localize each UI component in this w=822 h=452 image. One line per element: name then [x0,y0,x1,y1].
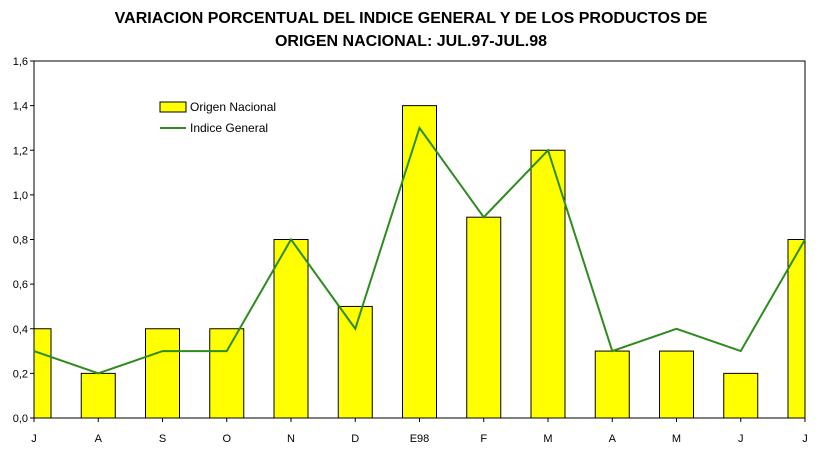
bar-origen-nacional [145,328,180,419]
bar-origen-nacional [659,350,694,419]
y-tick-label: 0,6 [13,279,28,291]
legend-label-origen-nacional: Origen Nacional [190,100,276,114]
y-tick-label: 1,4 [13,101,28,113]
bar-origen-nacional [466,216,502,419]
bar-origen-nacional [34,328,52,419]
bar-origen-nacional [787,239,805,419]
bar-origen-nacional [273,239,309,419]
bar-origen-nacional [337,305,373,419]
x-tick-label: F [480,433,487,445]
x-tick-label: O [222,433,231,445]
x-tick-label: A [95,433,103,445]
x-tick-label: M [672,433,681,445]
y-tick-label: 1,2 [13,145,28,157]
y-tick-label: 0,8 [13,235,28,247]
bar-origen-nacional [530,149,566,419]
bar-origen-nacional [402,105,437,419]
x-tick-label: J [31,433,37,445]
legend: Origen Nacional Indice General [159,100,276,135]
legend-swatch-origen-nacional [159,101,187,113]
bar-origen-nacional [209,328,245,419]
y-tick-label: 0,2 [13,368,28,380]
x-tick-label: S [159,433,166,445]
legend-label-indice-general: Indice General [190,121,268,135]
bar-origen-nacional [80,372,116,419]
bar-origen-nacional [594,350,630,419]
y-tick-label: 0,0 [13,413,28,425]
x-tick-label: E98 [410,433,430,445]
chart-title-line-1: VARIACION PORCENTUAL DEL INDICE GENERAL … [114,10,708,27]
y-tick-label: 1,6 [13,56,28,68]
x-tick-label: A [609,433,617,445]
y-tick-label: 0,4 [13,324,28,336]
x-tick-label: J [802,433,808,445]
x-tick-label: N [287,433,295,445]
y-tick-label: 1,0 [13,190,28,202]
x-tick-label: J [738,433,744,445]
bar-origen-nacional [723,372,759,419]
chart-title-line-2: ORIGEN NACIONAL: JUL.97-JUL.98 [274,33,548,50]
x-tick-label: M [543,433,552,445]
x-tick-label: D [351,433,359,445]
